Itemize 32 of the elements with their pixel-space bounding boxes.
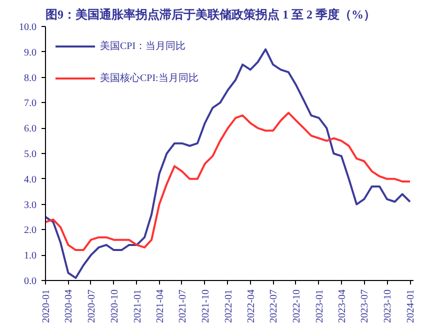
- y-tick-label: 2.0: [24, 225, 36, 236]
- x-tick-label: 2022-07: [268, 289, 280, 323]
- chart-title: 图9：美国通胀率拐点滞后于美联储政策拐点 1 至 2 季度（%）: [46, 8, 376, 22]
- x-tick-label: 2023-07: [360, 289, 371, 323]
- x-tick-label: 2024-01: [406, 289, 417, 323]
- x-tick-label: 2022-04: [246, 289, 257, 323]
- x-tick-label: 2023-10: [382, 289, 394, 323]
- x-tick-label: 2020-04: [64, 289, 75, 323]
- y-tick-label: 8.0: [24, 72, 36, 84]
- y-tick-label: 1.0: [24, 250, 36, 262]
- x-tick-label: 2021-04: [154, 289, 166, 323]
- x-tick-label: 2022-10: [291, 289, 302, 323]
- y-tick-label: 4.0: [24, 174, 36, 186]
- x-tick-label: 2020-10: [109, 289, 120, 323]
- x-tick-label: 2022-01: [223, 289, 234, 323]
- y-tick-label: 3.0: [24, 200, 36, 211]
- x-tick-label: 2020-01: [41, 289, 52, 323]
- legend-label: 美国核心CPI:当月同比: [100, 72, 198, 85]
- y-tick-label: 10.0: [19, 22, 36, 33]
- legend-label: 美国CPI：当月同比: [100, 40, 186, 53]
- y-tick-label: 5.0: [24, 149, 36, 160]
- x-tick-label: 2023-01: [314, 289, 326, 323]
- x-tick-label: 2021-10: [200, 289, 212, 323]
- x-tick-label: 2021-07: [177, 289, 188, 323]
- x-tick-label: 2020-07: [86, 289, 98, 323]
- y-tick-label: 7.0: [24, 98, 36, 110]
- line-series: [46, 112, 412, 252]
- x-tick-label: 2021-01: [132, 289, 144, 323]
- y-tick-label: 9.0: [24, 47, 36, 58]
- x-tick-label: 2023-04: [336, 289, 348, 323]
- y-tick-label: 0.0: [24, 276, 36, 287]
- y-tick-label: 6.0: [24, 124, 36, 135]
